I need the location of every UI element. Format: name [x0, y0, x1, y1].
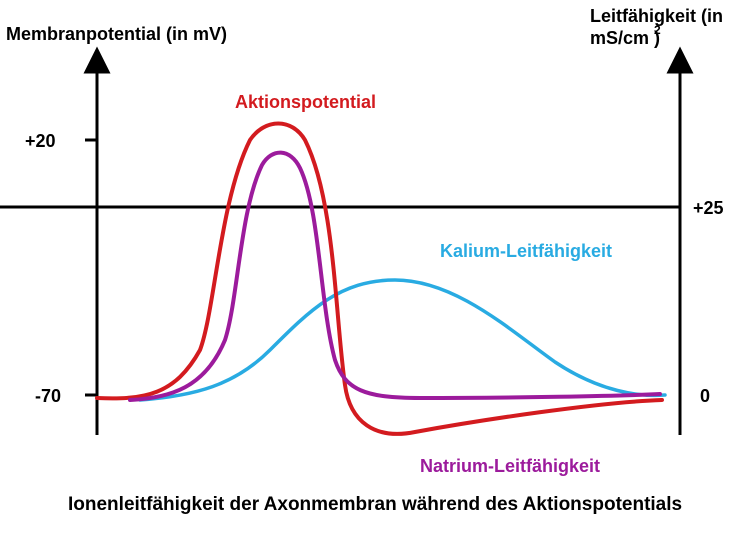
kalium-label: Kalium-Leitfähigkeit [440, 241, 612, 261]
action-potential-chart: +20 -70 +25 0 Membranpotential (in mV) L… [0, 0, 750, 534]
natrium-label: Natrium-Leitfähigkeit [420, 456, 600, 476]
right-tick-label-0: 0 [700, 386, 710, 406]
left-axis-title: Membranpotential (in mV) [6, 24, 227, 44]
chart-caption: Ionenleitfähigkeit der Axonmembran währe… [68, 494, 682, 515]
right-axis-title-sup: 2 [654, 23, 661, 37]
aktion-label: Aktionspotential [235, 92, 376, 112]
natrium-curve [130, 153, 660, 400]
kalium-curve [140, 280, 665, 400]
left-tick-label-70: -70 [35, 386, 61, 406]
right-tick-label-25: +25 [693, 198, 724, 218]
left-tick-label-20: +20 [25, 131, 56, 151]
right-axis-title-line2: mS/cm ) [590, 28, 660, 48]
